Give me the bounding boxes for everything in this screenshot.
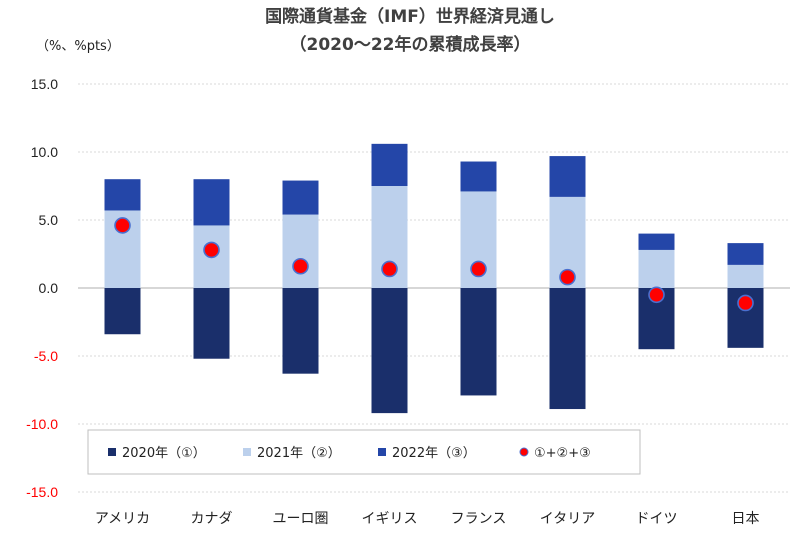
x-tick-label: カナダ: [191, 511, 233, 527]
bar-segment-series-1: [371, 288, 408, 414]
bar-segment-series-3: [282, 180, 319, 215]
bar-segment-series-3: [193, 179, 230, 226]
legend-box: [87, 429, 641, 475]
bar-segment-series-2: [638, 249, 675, 288]
legend: 2020年（①） 2021年（②） 2022年（③） ①+②+③: [87, 429, 641, 475]
legend-swatch: [519, 447, 529, 457]
bar-segment-series-3: [460, 161, 497, 192]
y-tick-label: -5.0: [34, 348, 58, 364]
legend-label: ①+②+③: [534, 446, 591, 461]
bar-segment-series-1: [282, 288, 319, 374]
x-axis-ticks: アメリカ カナダ ユーロ圏 イギリス フランス イタリア ドイツ 日本: [95, 511, 760, 527]
y-axis-unit-label: （%、%pts）: [36, 39, 120, 54]
bars: [104, 143, 764, 414]
sum-marker: [381, 260, 398, 278]
legend-swatch: [108, 448, 116, 456]
y-tick-label: 15.0: [31, 76, 58, 92]
bar-segment-series-3: [727, 243, 764, 265]
y-tick-label: -10.0: [26, 416, 58, 432]
x-tick-label: ユーロ圏: [273, 511, 329, 527]
bar-segment-series-3: [371, 143, 408, 186]
bar-segment-series-1: [193, 288, 230, 359]
y-axis-ticks: 15.0 10.0 5.0 0.0 -5.0 -10.0 -15.0: [26, 76, 58, 500]
sum-marker: [737, 294, 754, 312]
sum-marker: [470, 260, 487, 278]
y-tick-label: 5.0: [39, 212, 59, 228]
bar-segment-series-2: [727, 264, 764, 288]
bar-segment-series-3: [549, 156, 586, 197]
bar-segment-series-1: [460, 288, 497, 396]
y-tick-label: 10.0: [31, 144, 58, 160]
x-tick-label: アメリカ: [95, 511, 150, 527]
y-tick-label: -15.0: [26, 484, 58, 500]
x-tick-label: イギリス: [362, 511, 418, 527]
bar-segment-series-2: [282, 214, 319, 288]
bar-segment-series-3: [638, 233, 675, 250]
sum-marker: [114, 217, 131, 234]
bar-segment-series-1: [104, 288, 141, 335]
legend-label: 2022年（③）: [392, 446, 476, 461]
x-tick-label: イタリア: [540, 511, 595, 527]
bar-segment-series-1: [549, 288, 586, 410]
x-tick-label: 日本: [732, 511, 760, 527]
legend-swatch: [378, 448, 386, 456]
x-tick-label: フランス: [451, 511, 507, 527]
sum-marker: [648, 286, 665, 304]
bar-segment-series-3: [104, 179, 141, 211]
chart-subtitle: （2020〜22年の累積成長率）: [290, 34, 531, 55]
sum-marker: [203, 241, 220, 259]
legend-swatch: [243, 448, 251, 456]
sum-marker: [292, 257, 309, 275]
legend-label: 2021年（②）: [257, 446, 341, 461]
x-tick-label: ドイツ: [636, 511, 678, 527]
y-tick-label: 0.0: [39, 280, 59, 296]
chart-title: 国際通貨基金（IMF）世界経済見通し: [265, 6, 555, 27]
sum-markers: [114, 217, 754, 312]
legend-label: 2020年（①）: [122, 446, 206, 461]
sum-marker: [559, 268, 576, 286]
